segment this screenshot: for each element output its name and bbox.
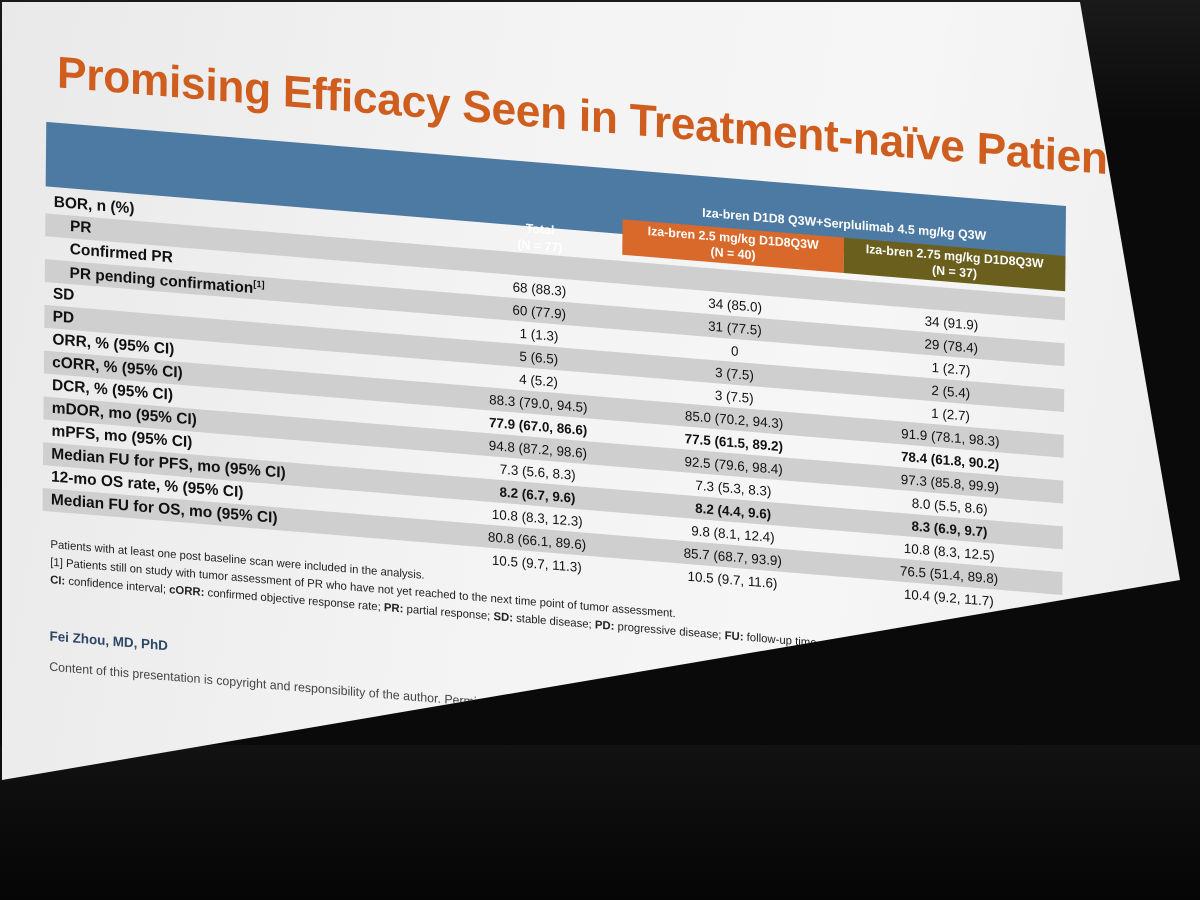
estro-logo: ESTRO	[968, 718, 1018, 740]
abbr-term: SD:	[493, 610, 514, 625]
cutoff-sup: th	[1064, 677, 1073, 688]
cutoff-text: Data cutoff: November 30	[927, 668, 1065, 693]
abbr-def: follow-up time.	[743, 631, 820, 650]
abbr-term: CI:	[50, 573, 66, 588]
partner-emblem-icon	[1019, 720, 1041, 744]
abbr-term: PR:	[383, 601, 404, 616]
data-cutoff: Data cutoff: November 30th, 2025	[927, 666, 1104, 696]
room-floor	[0, 745, 1200, 900]
row-label: SD	[52, 284, 75, 305]
abbr-def: stable disease;	[512, 612, 595, 632]
organisers-label: Organisers	[764, 680, 814, 696]
iaslc-logo: IASLC	[844, 708, 876, 723]
esmo-logo: ESMO	[764, 701, 821, 730]
etop-ibcsg-logo: ETOP·IBCSG	[1050, 723, 1115, 740]
cutoff-year: , 2025	[1072, 680, 1105, 696]
author-name: Fei Zhou, MD, PhD	[49, 628, 168, 654]
partners-label: Partners	[968, 697, 1007, 712]
footnote-ref: [1]	[253, 278, 265, 290]
row-label: PD	[52, 307, 75, 328]
slide-content: Promising Efficacy Seen in Treatment-naï…	[40, 47, 1180, 780]
row-label: PR	[69, 217, 92, 237]
abbr-term: cORR:	[169, 583, 205, 600]
projected-slide: Promising Efficacy Seen in Treatment-naï…	[2, 2, 1180, 780]
abbr-term: PD:	[594, 618, 615, 633]
copyright-notice: Content of this presentation is copyrigh…	[49, 659, 627, 722]
row-label: BOR, n (%)	[53, 193, 135, 218]
abbr-term: FU:	[724, 629, 744, 644]
